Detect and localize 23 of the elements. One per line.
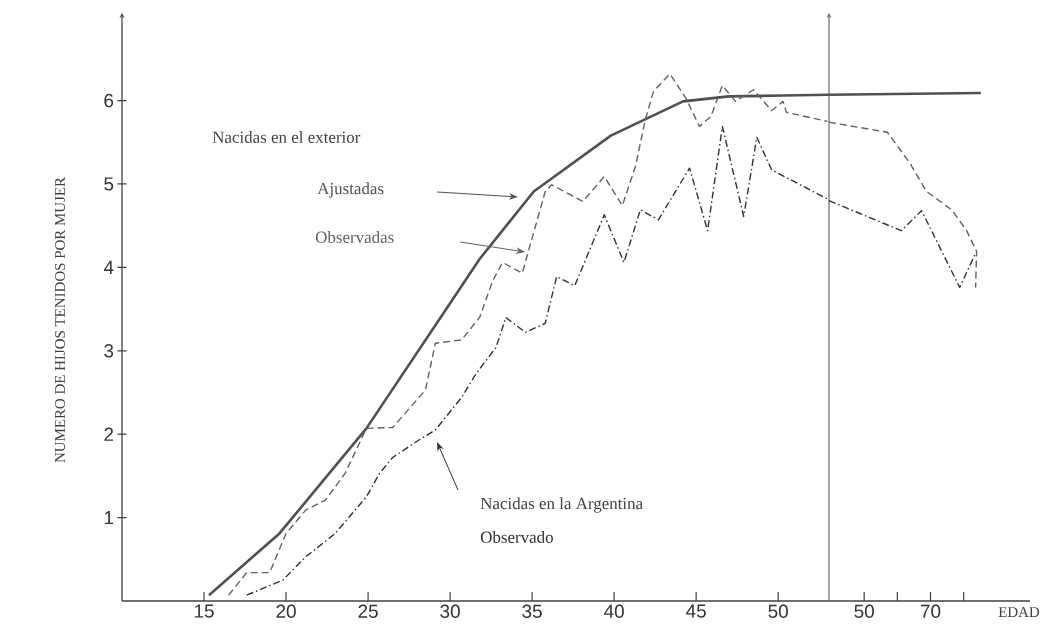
y-tick-label: 6 (104, 93, 114, 108)
text: Ajustadas (317, 182, 384, 198)
x-tick-label: 45 (686, 604, 706, 618)
x-tick-label: 70 (920, 604, 941, 618)
x-tick-label: 35 (522, 604, 542, 618)
x-tick-label: 20 (276, 604, 296, 618)
x-tick-label: 15 (194, 604, 214, 618)
x-tick-label: 50 (768, 604, 788, 618)
y-tick-label: 3 (104, 344, 114, 358)
y-tick-label: 2 (104, 427, 114, 441)
x-tick-label: 40 (604, 604, 624, 618)
y-tick-label: 4 (103, 260, 114, 274)
x-tick-label: 30 (440, 604, 460, 618)
annotation: Nacidas en el exterior (212, 131, 361, 143)
y-tick-label: 1 (104, 511, 114, 525)
text: Observadas (315, 231, 394, 243)
y-tick-label: 5 (104, 177, 114, 191)
x-tick-label: 50 (854, 604, 874, 618)
y-axis-title: NUMERO DE HIJOS TENIDOS POR MUJER (54, 177, 66, 463)
x-tick-label: 25 (358, 604, 378, 618)
text: Observado (480, 531, 553, 543)
annotation: Nacidas en la Argentina (480, 497, 643, 513)
x-axis-title: EDAD (998, 607, 1040, 617)
